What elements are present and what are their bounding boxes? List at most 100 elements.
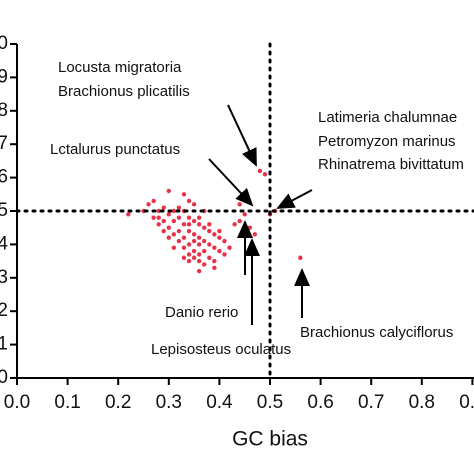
point — [186, 198, 192, 204]
point — [191, 202, 197, 207]
point — [156, 215, 161, 220]
point — [196, 252, 202, 257]
annotation: Locusta migratoria — [58, 59, 182, 76]
point — [232, 222, 237, 227]
point — [298, 255, 303, 260]
y-tick-label: 0.0 — [0, 367, 8, 388]
point — [156, 222, 161, 227]
x-tick-label: 0.0 — [4, 392, 30, 413]
point — [191, 232, 197, 237]
point — [166, 212, 171, 217]
point — [237, 202, 242, 207]
point — [186, 228, 192, 234]
point — [222, 252, 227, 257]
point — [212, 265, 217, 270]
y-tick-label: 0.9 — [0, 66, 8, 87]
point — [126, 212, 131, 217]
point — [191, 218, 197, 224]
point — [212, 232, 217, 237]
point — [186, 222, 192, 227]
point — [227, 245, 232, 250]
point — [237, 218, 242, 224]
point — [217, 248, 222, 254]
point — [202, 238, 207, 244]
point — [186, 242, 192, 247]
point — [161, 218, 166, 224]
x-tick-label: 0.4 — [206, 392, 233, 413]
point — [176, 205, 182, 210]
point — [202, 225, 207, 230]
annotation: Latimeria chalumnae — [318, 109, 457, 126]
point — [207, 255, 212, 260]
point — [196, 258, 202, 264]
point — [257, 168, 263, 174]
point — [176, 215, 182, 220]
annotation: Brachionus plicatilis — [58, 83, 190, 100]
point — [196, 235, 202, 240]
x-tick-label: 0.6 — [307, 392, 333, 413]
annotation: Lepisosteus oculatus — [151, 341, 291, 358]
x-tick-label: 0.1 — [54, 392, 80, 413]
point — [186, 252, 192, 257]
point — [181, 255, 187, 260]
point — [196, 242, 202, 247]
point — [202, 262, 207, 267]
point — [207, 222, 212, 227]
point — [186, 215, 192, 220]
point — [156, 208, 161, 214]
point — [262, 172, 268, 177]
annotation: Petromyzon marinus — [318, 133, 456, 150]
y-tick-label: 0.8 — [0, 100, 8, 121]
point — [191, 248, 197, 254]
x-tick-label: 0.7 — [358, 392, 384, 413]
x-axis-label: GC bias — [232, 428, 308, 451]
y-tick-label: 1.0 — [0, 33, 8, 54]
point — [161, 205, 166, 210]
point — [242, 212, 247, 217]
annotation: Danio rerio — [165, 304, 238, 321]
point — [166, 225, 171, 230]
point — [181, 235, 187, 240]
point — [151, 198, 156, 204]
point — [161, 228, 166, 234]
point — [181, 222, 187, 227]
point — [171, 208, 177, 214]
point — [207, 242, 212, 247]
point — [176, 228, 182, 234]
point — [212, 245, 217, 250]
x-tick-label: 0.2 — [105, 392, 131, 413]
y-tick-label: 0.4 — [0, 233, 8, 254]
y-tick-label: 0.5 — [0, 200, 8, 221]
point — [191, 238, 197, 244]
y-tick-label: 0.6 — [0, 167, 8, 188]
x-tick-label: 0.9 — [459, 392, 474, 413]
point — [217, 228, 222, 234]
point — [171, 245, 177, 250]
point — [252, 232, 258, 237]
point — [202, 248, 207, 254]
x-tick-label: 0.5 — [257, 392, 283, 413]
arrows — [208, 104, 313, 325]
x-tick-label: 0.3 — [156, 392, 182, 413]
y-tick-label: 0.7 — [0, 133, 8, 154]
point — [181, 192, 187, 197]
point — [207, 228, 212, 234]
point — [196, 222, 202, 227]
annotation: Lctalurus punctatus — [50, 141, 180, 158]
point — [212, 258, 217, 264]
annotation: Rhinatrema bivittatum — [318, 156, 464, 173]
point — [181, 245, 187, 250]
point — [171, 218, 177, 224]
point — [166, 188, 171, 194]
point — [191, 255, 197, 260]
annotation: Brachionus calyciflorus — [300, 324, 453, 341]
x-tick-label: 0.8 — [409, 392, 435, 413]
point — [166, 235, 171, 240]
point — [176, 238, 182, 244]
point — [186, 258, 192, 264]
point — [171, 232, 177, 237]
point — [222, 238, 227, 244]
point — [151, 215, 156, 220]
y-tick-label: 0.1 — [0, 334, 8, 355]
